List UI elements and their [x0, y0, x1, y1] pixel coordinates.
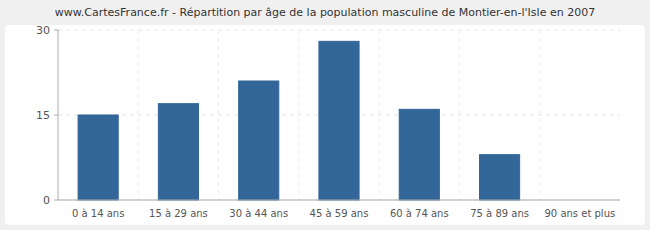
- background: [0, 0, 650, 230]
- y-axis: [58, 30, 59, 200]
- tick-mark: [54, 115, 58, 116]
- x-tick-label: 75 à 89 ans: [470, 208, 529, 219]
- grid-line: [58, 30, 620, 31]
- x-tick-label: 15 à 29 ans: [149, 208, 208, 219]
- chart: www.CartesFrance.fr - Répartition par âg…: [0, 0, 650, 230]
- grid-line: [298, 30, 299, 200]
- y-tick-label: 30: [36, 24, 50, 37]
- tick-mark: [54, 200, 58, 201]
- x-tick-label: 30 à 44 ans: [229, 208, 288, 219]
- bar: [158, 104, 198, 200]
- x-tick-label: 60 à 74 ans: [390, 208, 449, 219]
- x-axis: [58, 200, 620, 201]
- grid-line: [218, 30, 219, 200]
- y-tick-label: 0: [43, 194, 50, 207]
- bars: [78, 41, 520, 200]
- x-tick-label: 0 à 14 ans: [72, 208, 124, 219]
- grid-line: [379, 30, 380, 200]
- bar: [78, 115, 118, 200]
- chart-container: www.CartesFrance.fr - Répartition par âg…: [0, 0, 650, 230]
- bar: [480, 155, 520, 200]
- bar: [239, 81, 279, 200]
- bar: [319, 41, 359, 200]
- panel: [5, 25, 645, 225]
- grid-line: [58, 200, 620, 201]
- bar: [399, 109, 439, 200]
- tick-mark: [54, 30, 58, 31]
- grid-line: [138, 30, 139, 200]
- title: www.CartesFrance.fr - Répartition par âg…: [55, 6, 595, 19]
- x-tick-label: 45 à 59 ans: [310, 208, 369, 219]
- grid-line: [459, 30, 460, 200]
- grid-line: [539, 30, 540, 200]
- x-tick-label: 90 ans et plus: [545, 208, 616, 219]
- y-tick-label: 15: [36, 109, 50, 122]
